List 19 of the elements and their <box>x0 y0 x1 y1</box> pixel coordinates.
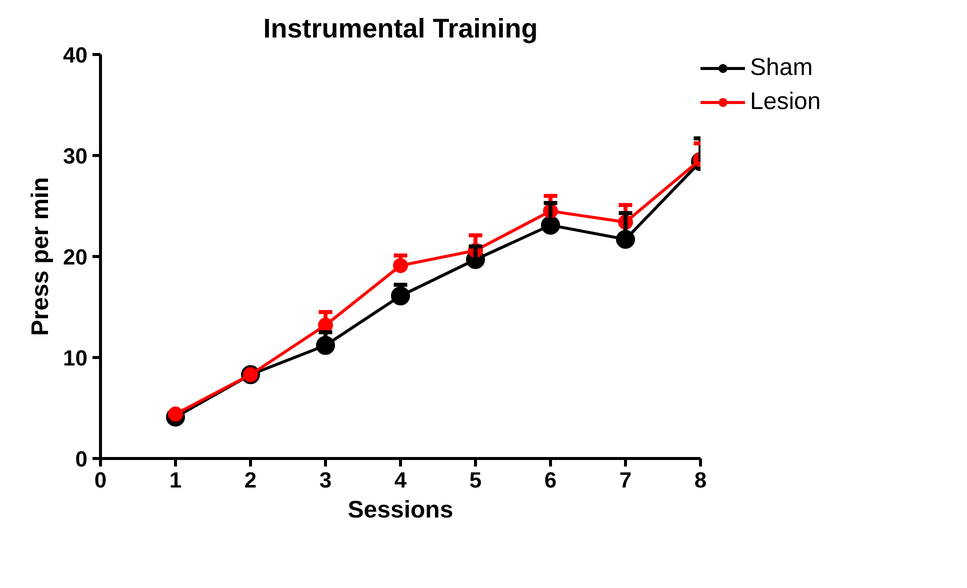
x-tick-label: 1 <box>169 468 182 492</box>
y-tick-label: 10 <box>63 346 88 370</box>
y-tick-label: 0 <box>75 446 88 472</box>
y-axis-title: Press per min <box>27 177 54 336</box>
x-tick-label: 0 <box>94 468 107 492</box>
y-tick-label: 30 <box>63 144 88 168</box>
chart-title: Instrumental Training <box>263 14 538 44</box>
x-tick-label: 4 <box>394 468 408 492</box>
x-tick-label: 2 <box>244 468 257 492</box>
x-tick-label: 7 <box>619 468 632 492</box>
x-tick-label: 3 <box>319 468 332 492</box>
legend-label: Sham <box>750 54 813 82</box>
x-tick-label: 8 <box>694 468 707 492</box>
legend-label: Lesion <box>750 88 821 116</box>
x-tick-label: 6 <box>544 468 557 492</box>
y-tick-label: 40 <box>63 42 88 68</box>
x-tick-label: 5 <box>469 468 482 492</box>
x-axis-title: Sessions <box>348 496 454 524</box>
y-tick-label: 20 <box>63 244 88 270</box>
